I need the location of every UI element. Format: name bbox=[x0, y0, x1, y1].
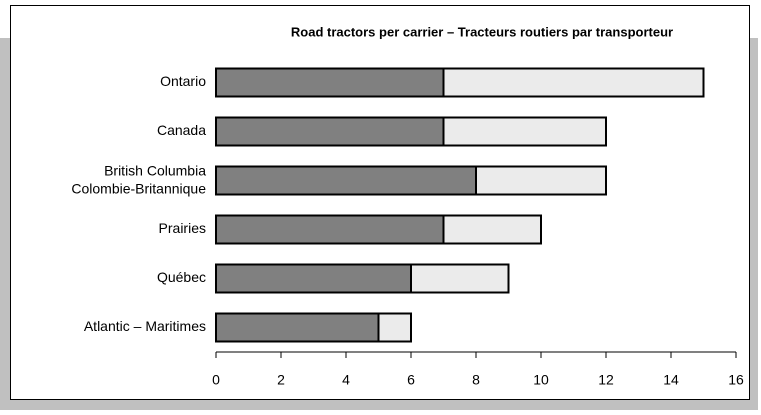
bar-segment bbox=[442, 116, 607, 147]
bar-segment bbox=[215, 116, 445, 147]
bar-segment bbox=[215, 214, 445, 245]
bar-segment bbox=[442, 67, 705, 98]
y-tick-label: British Columbia Colombie-Britannique bbox=[71, 162, 206, 196]
x-tick-label: 0 bbox=[212, 372, 220, 388]
y-tick-label: Atlantic – Maritimes bbox=[84, 318, 206, 334]
chart-title: Road tractors per carrier – Tracteurs ro… bbox=[291, 24, 673, 39]
bar-segment bbox=[377, 312, 412, 343]
y-tick-label: Canada bbox=[157, 122, 206, 138]
bar-segment bbox=[410, 263, 510, 294]
y-tick-label: Ontario bbox=[160, 73, 206, 89]
x-tick-label: 8 bbox=[472, 372, 480, 388]
x-tick-label: 16 bbox=[728, 372, 744, 388]
bar-segment bbox=[215, 165, 477, 196]
y-tick-label: Prairies bbox=[159, 220, 206, 236]
x-tick-label: 6 bbox=[407, 372, 415, 388]
x-tick-label: 14 bbox=[663, 372, 679, 388]
bar-segment bbox=[215, 312, 380, 343]
y-tick-label: Québec bbox=[157, 269, 206, 285]
x-tick-label: 12 bbox=[598, 372, 614, 388]
x-tick-label: 2 bbox=[277, 372, 285, 388]
bar-segment bbox=[475, 165, 607, 196]
x-tick-label: 4 bbox=[342, 372, 350, 388]
bar-segment bbox=[215, 263, 412, 294]
bar-segment bbox=[442, 214, 542, 245]
x-tick-label: 10 bbox=[533, 372, 549, 388]
bar-segment bbox=[215, 67, 445, 98]
